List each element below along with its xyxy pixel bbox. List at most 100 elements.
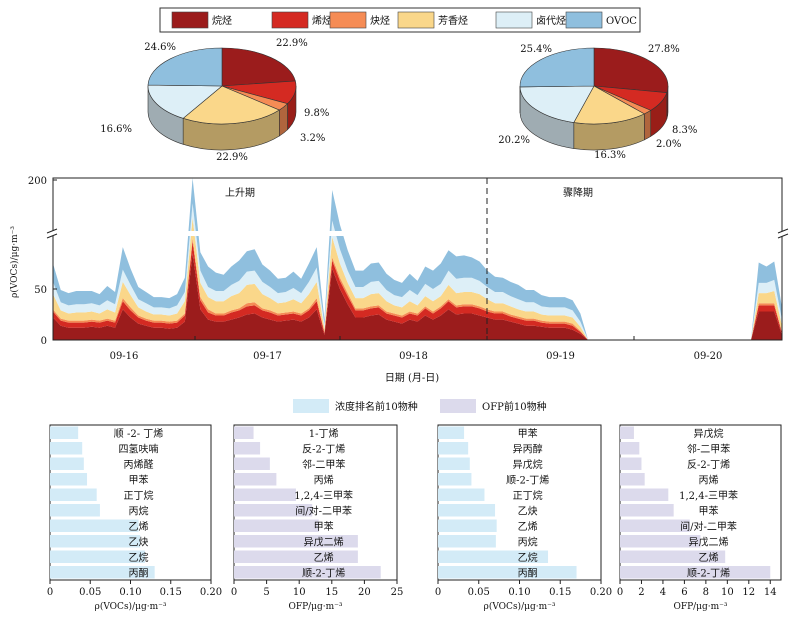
bar-category-label: 异戊二烯 [689,535,729,548]
bar-category-label: 顺 -2- 丁烯 [114,427,163,440]
x-tick-label: 0 [617,587,623,598]
pie-slice [519,47,595,88]
pie-charts: 22.9% 9.8% 3.2% 22.9% 16.6% 24.6% 27.8% 8.3% 2.0… [100,38,697,163]
y-tick-label: 200 [28,176,47,187]
x-tick-label: 0.10 [508,587,530,598]
x-tick-label: 0 [231,587,237,598]
x-tick-label: 10 [721,587,734,598]
pie-slice [593,47,669,93]
bar [620,488,669,501]
bar-category-label: 顺-2-丁烯 [687,566,730,579]
y-tick-label: 0 [41,336,47,347]
bar-category-label: 异戊二烯 [304,535,344,548]
legend-label: 烷烃 [212,14,232,27]
x-tick-label: 09-16 [110,351,139,362]
axis-break-mark [46,233,58,239]
legend-swatch [293,399,329,413]
plot-frame [52,177,783,341]
legend-swatch [171,11,209,29]
pie-label: 27.8% [648,44,680,55]
bar [234,457,270,470]
bar-category-label: 丙烯醛 [124,458,154,471]
bar [438,504,496,517]
pie-label: 24.6% [144,42,176,53]
bar-category-label: 邻-二甲苯 [687,442,730,455]
bar-category-label: 反-2-丁烯 [302,442,345,455]
bar [620,504,674,517]
x-axis-title: ρ(VOCs)/μg·m⁻³ [484,601,556,612]
x-tick-label: 0.05 [468,587,490,598]
x-tick-label: 14 [764,587,777,598]
pie-slice [519,85,595,123]
bar-category-label: 丙酮 [129,567,149,579]
pie-label: 16.6% [100,124,132,135]
x-tick-label: 6 [681,587,687,598]
x-tick-label: 0.15 [160,587,182,598]
bar [234,473,277,486]
bar [438,473,472,486]
bar [234,566,381,579]
bar [438,488,485,501]
legend-swatch [271,11,309,29]
y-axis-title: ρ(VOCs)/μg·m⁻³ [9,226,20,298]
bar [438,519,497,532]
x-tick-label: 0.20 [200,587,222,598]
bar [50,535,141,548]
y-tick-label: 50 [34,285,47,296]
bar-category-label: 异丙醇 [513,442,543,455]
phase-label-drop: 骤降期 [563,186,593,199]
axis-break-mark [777,228,789,234]
legend-top: 烷烃 烯烃 炔烃 芳香烃 卤代烃 OVOC [159,7,641,33]
bar [234,519,319,532]
bar [438,535,496,548]
pie-slice [573,85,645,125]
bar-category-label: 乙烷 [129,551,149,564]
bar-category-label: 丙烯 [314,473,334,486]
bar-category-label: 异戊烷 [513,458,543,471]
x-tick-label: 0.20 [590,587,612,598]
bar [438,426,465,439]
pie-label: 3.2% [300,133,325,144]
x-tick-label: 8 [703,587,709,598]
legend-swatch [397,11,435,29]
bar [50,473,88,486]
legend-label: 烯烃 [312,14,332,27]
bar-category-label: 1,2,4-三甲苯 [679,489,738,502]
legend-label: 芳香烃 [438,14,468,27]
bar-category-label: 甲苯 [699,504,719,517]
bar-category-label: 顺-2-丁烯 [506,473,549,486]
x-axis-title: OFP/μg·m⁻³ [288,602,342,612]
x-axis-title: 日期 (月-日) [385,372,439,384]
bar-category-label: 正丁烷 [513,489,543,502]
x-tick-label: 09-17 [253,351,282,362]
bar-category-label: 1-丁烯 [309,427,339,440]
bar-category-label: 乙烯 [314,551,334,564]
bar [620,473,645,486]
bar-category-label: 丙酮 [518,567,538,579]
x-tick-label: 25 [391,587,404,598]
pie-label: 25.4% [520,44,552,55]
pie-side [644,109,652,141]
bar [620,566,771,579]
bar-category-label: 顺-2-丁烯 [302,566,345,579]
bar [620,519,690,532]
legend-bottom: 浓度排名前10物种 OFP前10物种 [293,399,547,413]
bar [234,442,261,455]
legend-label: OFP前10物种 [482,400,547,413]
legend-label: OVOC [606,16,637,27]
pie-slice [147,84,223,119]
bar [620,426,634,439]
pie-slice [182,85,280,125]
pie-label: 16.3% [594,150,626,161]
bar-category-label: 乙烯 [129,520,149,533]
pie-label: 9.8% [304,108,329,119]
bar-category-label: 异戊烷 [694,427,724,440]
bar-category-label: 丙烷 [518,535,538,548]
axis-break-mark [46,228,58,234]
bar-category-label: 1,2,4-三甲苯 [294,489,353,502]
